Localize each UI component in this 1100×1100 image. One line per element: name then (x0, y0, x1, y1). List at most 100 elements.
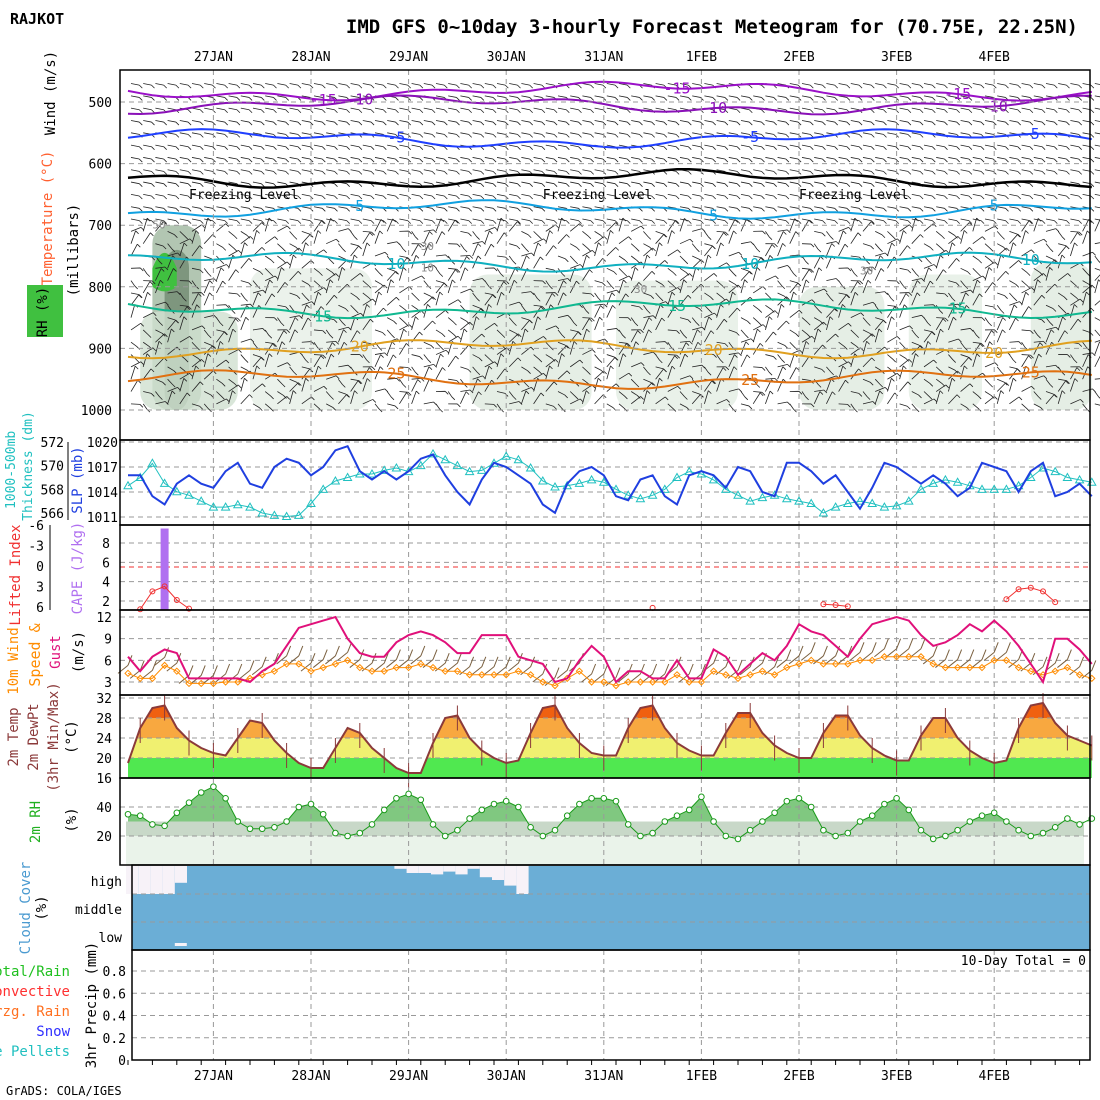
wind-barb (545, 381, 558, 392)
wind-barb (874, 243, 883, 252)
surface-wind-barb (556, 660, 572, 679)
wind-barb (240, 107, 253, 114)
wind-barb (838, 322, 852, 331)
wind-barb (216, 157, 228, 163)
wind-barb (204, 144, 216, 151)
wind-barb (423, 231, 433, 244)
wind-barb (679, 273, 693, 281)
wind-barb (362, 354, 370, 364)
data-point (648, 678, 657, 686)
wind-barb (801, 181, 814, 187)
wind-barb (277, 304, 289, 311)
precip-legend-item: Convective (0, 984, 70, 1000)
data-point (1062, 472, 1073, 481)
li-tick-label: 0 (36, 560, 44, 575)
wind-barb (679, 294, 692, 306)
wind-barb (277, 261, 291, 269)
wind-barb (1094, 95, 1100, 98)
wind-barb (679, 144, 692, 151)
wind-barb (679, 317, 692, 323)
wind-barb (313, 107, 326, 114)
wind-barb (374, 120, 387, 126)
data-point (758, 667, 767, 675)
data-point (391, 463, 402, 472)
wind-barb (679, 340, 693, 345)
data-point (454, 826, 461, 834)
wind-barb (472, 157, 485, 163)
wind-barb (460, 194, 472, 200)
wind-barb (533, 120, 546, 126)
data-point (844, 603, 851, 610)
data-point (368, 821, 376, 828)
wind-barb (631, 225, 645, 232)
wind-barb (789, 218, 798, 232)
wind-barb (801, 403, 815, 408)
wind-barb (679, 157, 692, 163)
contour-label: 10 (1022, 251, 1040, 269)
wind-barb (618, 391, 628, 400)
wind-barb (143, 157, 155, 163)
wind-barb (545, 245, 557, 257)
wind-barb (228, 269, 239, 281)
wind-barb (716, 304, 724, 318)
wind-barb (960, 356, 973, 368)
data-point (283, 818, 290, 825)
wind-barb (813, 391, 824, 405)
wind-barb (472, 194, 485, 200)
wind-barb (448, 194, 460, 200)
data-point (952, 477, 963, 486)
wind-barb (814, 194, 826, 200)
wind-barb (545, 132, 558, 138)
wind-barb (289, 132, 302, 138)
wind-barb (228, 83, 241, 89)
wind-barb (179, 231, 188, 240)
data-point (392, 663, 401, 672)
contour-label: 25 (1022, 363, 1040, 381)
data-point (832, 832, 839, 840)
wind-barb (191, 132, 204, 138)
wind-barb (753, 157, 765, 163)
wind-barb (362, 399, 377, 405)
data-point (562, 480, 573, 490)
data-point (526, 671, 535, 679)
wind-barb (155, 391, 163, 400)
wind-barb (1009, 260, 1022, 269)
wind-barb (301, 144, 314, 151)
wind-barb (277, 396, 291, 405)
data-point (673, 671, 681, 679)
wind-barb (521, 157, 533, 163)
wind-barb (240, 338, 255, 343)
wind-barb (545, 107, 558, 114)
data-point (783, 663, 791, 672)
wind-barb (716, 157, 729, 163)
wind-barb (533, 194, 546, 200)
wind-barb (923, 280, 934, 294)
data-point (624, 821, 632, 828)
wind-barb (923, 331, 936, 343)
thickness-tick-label: 566 (41, 507, 64, 522)
wind-barb (1021, 230, 1029, 244)
wind-barb (643, 254, 651, 269)
wind-barb (484, 206, 497, 212)
wind-barb (618, 372, 633, 380)
wind-barb (1070, 169, 1082, 175)
wind-barb (1057, 245, 1070, 257)
wind-barb (679, 391, 688, 400)
data-point (464, 466, 475, 476)
wind-barb (655, 132, 668, 138)
wind-barb (326, 144, 338, 151)
wind-barb (667, 280, 677, 289)
wind-tick-label: 9 (104, 633, 112, 648)
wind-barb (1045, 329, 1055, 343)
data-point (307, 800, 315, 808)
wind-barb (801, 169, 814, 175)
wind-barb (606, 169, 619, 175)
surface-wind-barb (142, 660, 157, 679)
wind-barb (1045, 218, 1058, 224)
wind-barb (667, 132, 680, 138)
wind-barb (594, 218, 607, 224)
wind-barb (801, 120, 814, 126)
wind-barb (570, 132, 582, 138)
wind-barb (191, 206, 204, 212)
data-point (989, 484, 1000, 493)
